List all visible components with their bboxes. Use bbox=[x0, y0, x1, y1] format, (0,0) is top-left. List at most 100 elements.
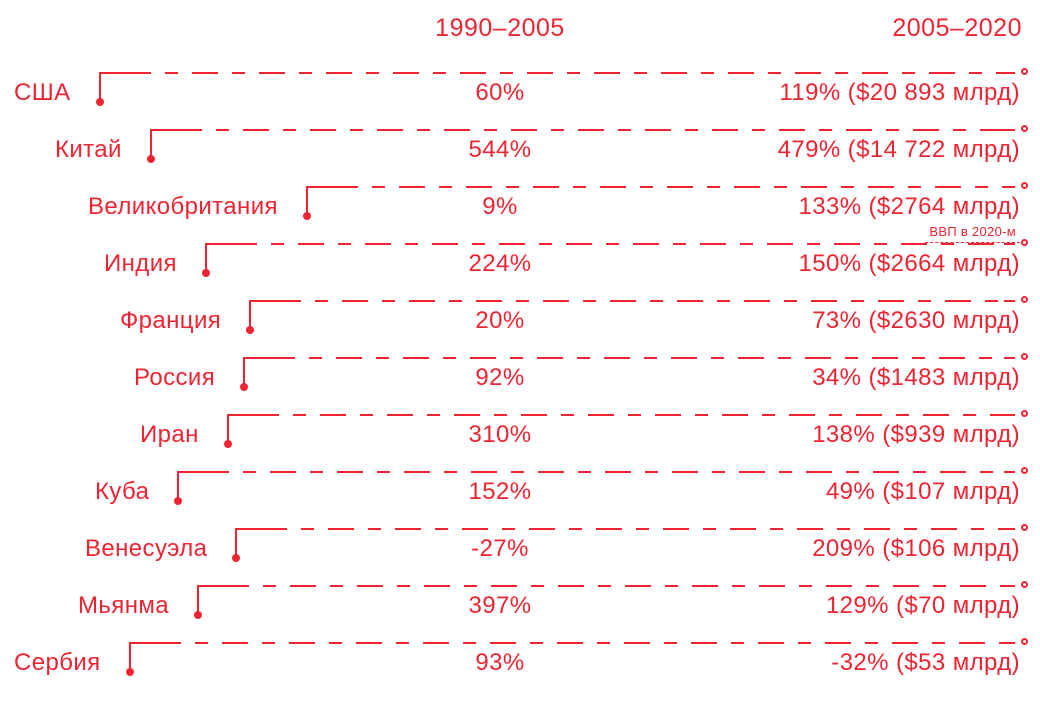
column-header-2005-2020: 2005–2020 bbox=[892, 14, 1022, 42]
dashed-line bbox=[275, 300, 1012, 302]
growth-2005-2020-value: 49% ($107 млрд) bbox=[825, 478, 1020, 505]
connector-bracket-icon bbox=[240, 357, 270, 391]
country-rows: США 60% 119% ($20 893 млрд) Китай 544% 4… bbox=[12, 58, 1028, 685]
table-row: США 60% 119% ($20 893 млрд) bbox=[12, 58, 1028, 115]
line-tail bbox=[1004, 186, 1015, 188]
connector-bracket-icon bbox=[174, 471, 204, 505]
country-label: Китай bbox=[55, 136, 122, 164]
growth-2005-2020-value: 133% ($2764 млрд) bbox=[798, 193, 1020, 220]
end-circle-icon bbox=[1021, 638, 1028, 645]
growth-1990-2005-value: 92% bbox=[475, 364, 525, 391]
column-header-1990-2005: 1990–2005 bbox=[435, 14, 565, 42]
line-tail bbox=[1004, 243, 1015, 245]
dashed-line bbox=[223, 585, 1012, 587]
growth-2005-2020-value: 129% ($70 млрд) bbox=[825, 592, 1020, 619]
connector-bracket-icon bbox=[125, 642, 155, 676]
dashed-line bbox=[203, 471, 1012, 473]
line-tail bbox=[1004, 528, 1015, 530]
growth-1990-2005-value: 152% bbox=[468, 478, 532, 505]
table-row: Мьянма 397% 129% ($70 млрд) bbox=[12, 571, 1028, 628]
dashed-line bbox=[175, 129, 1012, 131]
line-tail bbox=[1004, 471, 1015, 473]
end-circle-icon bbox=[1021, 125, 1028, 132]
growth-2005-2020-value: -32% ($53 млрд) bbox=[831, 649, 1020, 676]
line-tail bbox=[1004, 300, 1015, 302]
end-circle-icon bbox=[1021, 410, 1028, 417]
dashed-line bbox=[269, 357, 1012, 359]
dashed-leader-line bbox=[261, 524, 1028, 571]
line-tail bbox=[1004, 357, 1015, 359]
country-label: Мьянма bbox=[78, 592, 169, 620]
table-row: Великобритания 9% 133% ($2764 млрд) bbox=[12, 172, 1028, 229]
growth-1990-2005-value: 544% bbox=[468, 136, 532, 163]
end-circle-icon bbox=[1021, 353, 1028, 360]
growth-1990-2005-value: 93% bbox=[475, 649, 525, 676]
connector-bracket-icon bbox=[232, 528, 262, 562]
dashed-leader-line bbox=[275, 296, 1028, 343]
table-row: Индия 224% 150% ($2664 млрд) bbox=[12, 229, 1028, 286]
country-label: Сербия bbox=[14, 649, 101, 677]
connector-bracket-icon bbox=[302, 186, 332, 220]
end-circle-icon bbox=[1021, 296, 1028, 303]
end-circle-icon bbox=[1021, 182, 1028, 189]
dashed-leader-line bbox=[203, 467, 1028, 514]
dashed-leader-line bbox=[154, 638, 1028, 685]
country-label: Франция bbox=[120, 307, 222, 335]
country-label: Великобритания bbox=[88, 193, 278, 221]
country-label: Куба bbox=[95, 478, 150, 506]
growth-1990-2005-value: 224% bbox=[468, 250, 532, 277]
dashed-leader-line bbox=[269, 353, 1028, 400]
connector-bracket-icon bbox=[223, 414, 253, 448]
growth-1990-2005-value: 397% bbox=[468, 592, 532, 619]
table-row: Россия 92% 34% ($1483 млрд) bbox=[12, 343, 1028, 400]
line-tail bbox=[1004, 414, 1015, 416]
country-label: Индия bbox=[104, 250, 177, 278]
growth-2005-2020-value: 73% ($2630 млрд) bbox=[812, 307, 1020, 334]
growth-1990-2005-value: 60% bbox=[475, 79, 525, 106]
dashed-leader-line bbox=[124, 68, 1028, 115]
dashed-leader-line bbox=[175, 125, 1028, 172]
connector-bracket-icon bbox=[146, 129, 176, 163]
dashed-line bbox=[124, 72, 1012, 74]
country-label: Венесуэла bbox=[85, 535, 208, 563]
dashed-line bbox=[230, 243, 1012, 245]
country-label: Иран bbox=[140, 421, 199, 449]
line-tail bbox=[1004, 642, 1015, 644]
connector-bracket-icon bbox=[95, 72, 125, 106]
line-tail bbox=[1004, 129, 1015, 131]
table-row: Франция 20% 73% ($2630 млрд) bbox=[12, 286, 1028, 343]
growth-1990-2005-value: 310% bbox=[468, 421, 532, 448]
line-tail bbox=[1004, 72, 1015, 74]
end-circle-icon bbox=[1021, 524, 1028, 531]
dashed-leader-line bbox=[223, 581, 1028, 628]
dashed-line bbox=[331, 186, 1012, 188]
table-row: Венесуэла -27% 209% ($106 млрд) bbox=[12, 514, 1028, 571]
growth-2005-2020-value: 138% ($939 млрд) bbox=[812, 421, 1020, 448]
growth-2005-2020-value: 150% ($2664 млрд) bbox=[798, 250, 1020, 277]
connector-bracket-icon bbox=[194, 585, 223, 619]
table-row: Иран 310% 138% ($939 млрд) bbox=[12, 400, 1028, 457]
growth-1990-2005-value: 9% bbox=[482, 193, 518, 220]
growth-2005-2020-value: 479% ($14 722 млрд) bbox=[777, 136, 1020, 163]
growth-2005-2020-value: 119% ($20 893 млрд) bbox=[779, 79, 1020, 106]
dashed-leader-line bbox=[230, 239, 1028, 286]
end-circle-icon bbox=[1021, 467, 1028, 474]
dashed-leader-line bbox=[331, 182, 1028, 229]
connector-bracket-icon bbox=[246, 300, 276, 334]
end-circle-icon bbox=[1021, 239, 1028, 246]
growth-2005-2020-value: 209% ($106 млрд) bbox=[812, 535, 1020, 562]
growth-1990-2005-value: 20% bbox=[475, 307, 525, 334]
dashed-line bbox=[261, 528, 1012, 530]
dashed-line bbox=[252, 414, 1012, 416]
end-circle-icon bbox=[1021, 581, 1028, 588]
dashed-line bbox=[154, 642, 1012, 644]
table-row: Китай 544% 479% ($14 722 млрд) bbox=[12, 115, 1028, 172]
growth-1990-2005-value: -27% bbox=[471, 535, 529, 562]
line-tail bbox=[1004, 585, 1015, 587]
end-circle-icon bbox=[1021, 68, 1028, 75]
country-label: Россия bbox=[134, 364, 216, 392]
gdp-2020-annotation: ВВП в 2020-м bbox=[925, 224, 1020, 243]
country-label: США bbox=[14, 79, 71, 107]
growth-2005-2020-value: 34% ($1483 млрд) bbox=[812, 364, 1020, 391]
